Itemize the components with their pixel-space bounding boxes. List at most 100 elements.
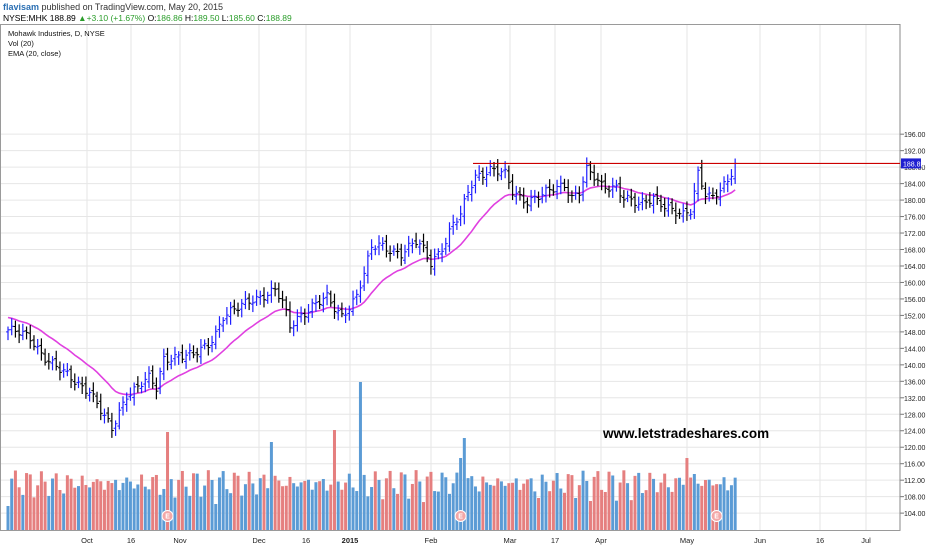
volume-bar [399, 472, 403, 530]
volume-bar [470, 476, 474, 530]
volume-bar [340, 489, 344, 530]
volume-bar [600, 489, 604, 530]
volume-bar [102, 489, 106, 530]
volume-bar [603, 491, 607, 530]
volume-bar [525, 479, 529, 530]
volume-bar [477, 491, 481, 530]
volume-bar [689, 477, 693, 530]
volume-bar [622, 470, 626, 530]
volume-bar [281, 486, 285, 530]
volume-bar [143, 486, 147, 530]
volume-bar [88, 487, 92, 530]
earnings-marker-label: E [458, 514, 463, 521]
volume-bar [629, 500, 633, 530]
volume-bar [377, 479, 381, 530]
price-tick-label: 156.00 [904, 297, 926, 304]
volume-bar [188, 495, 192, 530]
volume-bar [299, 482, 303, 530]
volume-bar [403, 474, 407, 530]
volume-bar [292, 483, 296, 530]
high-label: H: [184, 13, 194, 23]
volume-bar [247, 471, 251, 530]
volume-bar [574, 498, 578, 530]
volume-bar [544, 481, 548, 530]
volume-bar [496, 478, 500, 530]
ema-line [7, 185, 736, 396]
high-value: 189.50 [193, 13, 220, 23]
volume-bar [307, 479, 311, 530]
volume-bar [76, 486, 80, 530]
volume-bar [733, 477, 737, 530]
volume-bar [266, 488, 270, 530]
earnings-marker-label: E [714, 514, 719, 521]
open-label: O: [147, 13, 157, 23]
volume-bar [659, 482, 663, 530]
volume-bar [80, 475, 84, 530]
volume-bar [652, 478, 656, 530]
volume-bar [548, 491, 552, 530]
volume-bar [436, 491, 440, 530]
volume-bar [473, 486, 477, 530]
publish-line: flavisam published on TradingView.com, M… [3, 2, 223, 12]
earnings-marker [710, 510, 723, 522]
volume-bar [128, 481, 132, 530]
volume-bar [158, 494, 162, 530]
volume-bar [162, 488, 166, 530]
volume-bar [169, 479, 173, 530]
price-tick-label: 104.00 [904, 511, 926, 518]
volume-bar [674, 478, 678, 530]
volume-bar [110, 483, 114, 530]
watermark-text: www.letstradeshares.com [603, 426, 770, 441]
volume-bar [51, 478, 55, 530]
volume-bar [192, 473, 195, 530]
volume-bar [199, 496, 203, 530]
legend-title: Mohawk Industries, D, NYSE [8, 29, 105, 38]
last-price-tag-label: 188.89 [903, 161, 925, 168]
volume-bar [462, 438, 466, 530]
volume-bar [540, 474, 544, 530]
volume-bar [447, 493, 451, 530]
volume-bar [39, 471, 43, 530]
volume-bar [373, 471, 377, 530]
volume-bar [229, 493, 233, 530]
volume-bar [485, 482, 489, 530]
volume-bar [180, 470, 184, 530]
price-tick-label: 192.00 [904, 149, 926, 156]
volume-bar [537, 498, 541, 530]
volume-bar [551, 480, 555, 530]
volume-bar [388, 470, 392, 530]
price-tick-label: 188.00 [904, 165, 926, 172]
volume-bar [559, 488, 563, 530]
volume-bar [366, 496, 370, 530]
volume-bar [344, 482, 348, 530]
volume-bar [681, 484, 685, 530]
volume-bar [585, 480, 589, 530]
volume-bar [73, 487, 77, 530]
volume-bar [529, 478, 533, 530]
volume-bar [588, 500, 592, 530]
price-tick-label: 144.00 [904, 346, 926, 353]
volume-bar [726, 490, 730, 530]
price-tick-label: 180.00 [904, 198, 926, 205]
last-price: 188.89 [49, 13, 76, 23]
volume-bar [195, 473, 199, 530]
volume-bar [607, 471, 611, 530]
volume-bar [563, 492, 566, 530]
open-value: 186.86 [156, 13, 183, 23]
volume-bar [414, 470, 418, 530]
price-tick-label: 172.00 [904, 231, 926, 238]
author-name[interactable]: flavisam [3, 2, 40, 12]
volume-bar [6, 506, 10, 530]
volume-bar [707, 479, 711, 530]
volume-bar [318, 481, 322, 530]
volume-bar [329, 484, 333, 530]
volume-bar [255, 494, 259, 530]
up-arrow-icon: ▲ [78, 13, 87, 23]
volume-bar [43, 481, 47, 530]
time-tick-label: 17 [551, 536, 559, 545]
volume-bar [225, 489, 229, 530]
volume-bar [592, 476, 596, 530]
volume-bar [503, 485, 507, 530]
low-label: L: [221, 13, 229, 23]
